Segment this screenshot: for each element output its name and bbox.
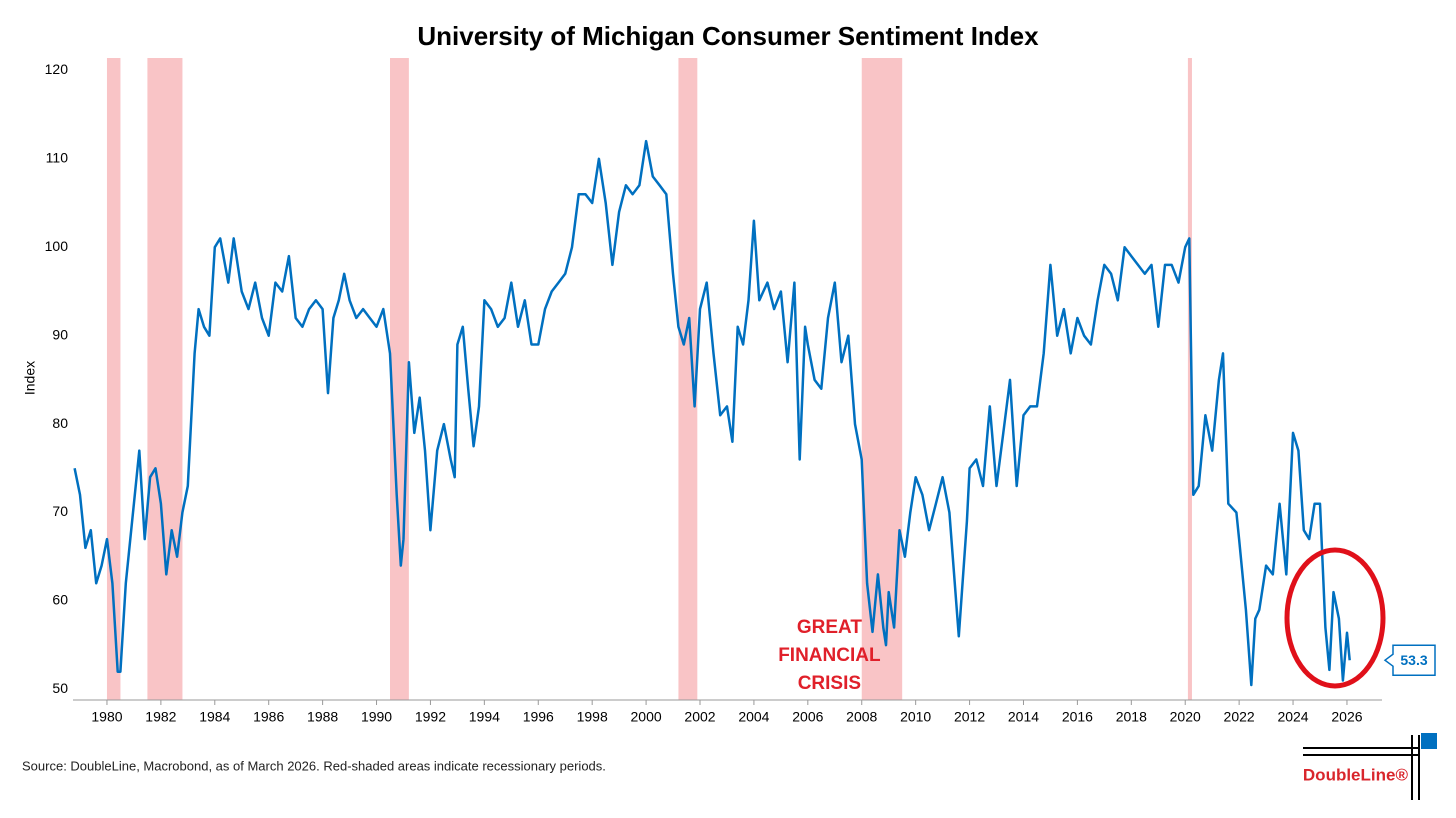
x-tick-label: 2014 <box>1008 709 1039 725</box>
y-tick-label: 70 <box>52 503 68 519</box>
y-tick-label: 60 <box>52 592 68 608</box>
x-tick-label: 2022 <box>1224 709 1255 725</box>
logo: DoubleLine® <box>1303 733 1437 800</box>
x-tick-label: 1996 <box>523 709 554 725</box>
data-line <box>73 139 1351 687</box>
recession-band <box>1187 58 1192 700</box>
logo-square <box>1421 733 1437 749</box>
recession-band <box>678 58 698 700</box>
annotation: GREAT FINANCIAL CRISIS <box>778 617 881 694</box>
x-tick-label: 1986 <box>253 709 284 725</box>
x-tick-label: 2020 <box>1170 709 1201 725</box>
chart-title: University of Michigan Consumer Sentimen… <box>417 21 1039 51</box>
y-axis-label: Index <box>22 361 38 395</box>
y-tick-label: 80 <box>52 415 68 431</box>
callout-box <box>1383 644 1436 676</box>
x-tick-label: 1982 <box>145 709 176 725</box>
x-tick-label: 2016 <box>1062 709 1093 725</box>
x-tick-label: 2018 <box>1116 709 1147 725</box>
x-tick-label: 2012 <box>954 709 985 725</box>
recession-band <box>106 58 121 700</box>
x-tick-label: 2006 <box>792 709 823 725</box>
x-tick-label: 1994 <box>469 709 500 725</box>
x-tick-label: 1988 <box>307 709 338 725</box>
x-tick-label: 2010 <box>900 709 931 725</box>
x-tick-label: 1984 <box>199 709 230 725</box>
callout-label: 53.3 <box>1400 652 1427 668</box>
y-tick-label: 100 <box>45 238 69 254</box>
x-tick-label: 2002 <box>684 709 715 725</box>
source-note: Source: DoubleLine, Macrobond, as of Mar… <box>22 758 606 773</box>
y-tick-label: 50 <box>52 680 68 696</box>
x-tick-label: 2026 <box>1331 709 1362 725</box>
x-tick-label: 1998 <box>577 709 608 725</box>
x-tick-label: 2024 <box>1277 709 1308 725</box>
recession-band <box>147 58 183 700</box>
logo-text: DoubleLine® <box>1303 765 1409 784</box>
x-tick-label: 2008 <box>846 709 877 725</box>
x-tick-label: 2004 <box>738 709 769 725</box>
y-tick-label: 110 <box>46 150 69 166</box>
x-tick-label: 2000 <box>631 709 662 725</box>
x-tick-label: 1990 <box>361 709 392 725</box>
y-tick-label: 90 <box>52 326 68 342</box>
recession-band <box>390 58 409 700</box>
highlight-circle <box>1284 547 1386 689</box>
x-tick-label: 1992 <box>415 709 446 725</box>
y-tick-label: 120 <box>45 61 69 77</box>
x-tick-label: 1980 <box>91 709 122 725</box>
